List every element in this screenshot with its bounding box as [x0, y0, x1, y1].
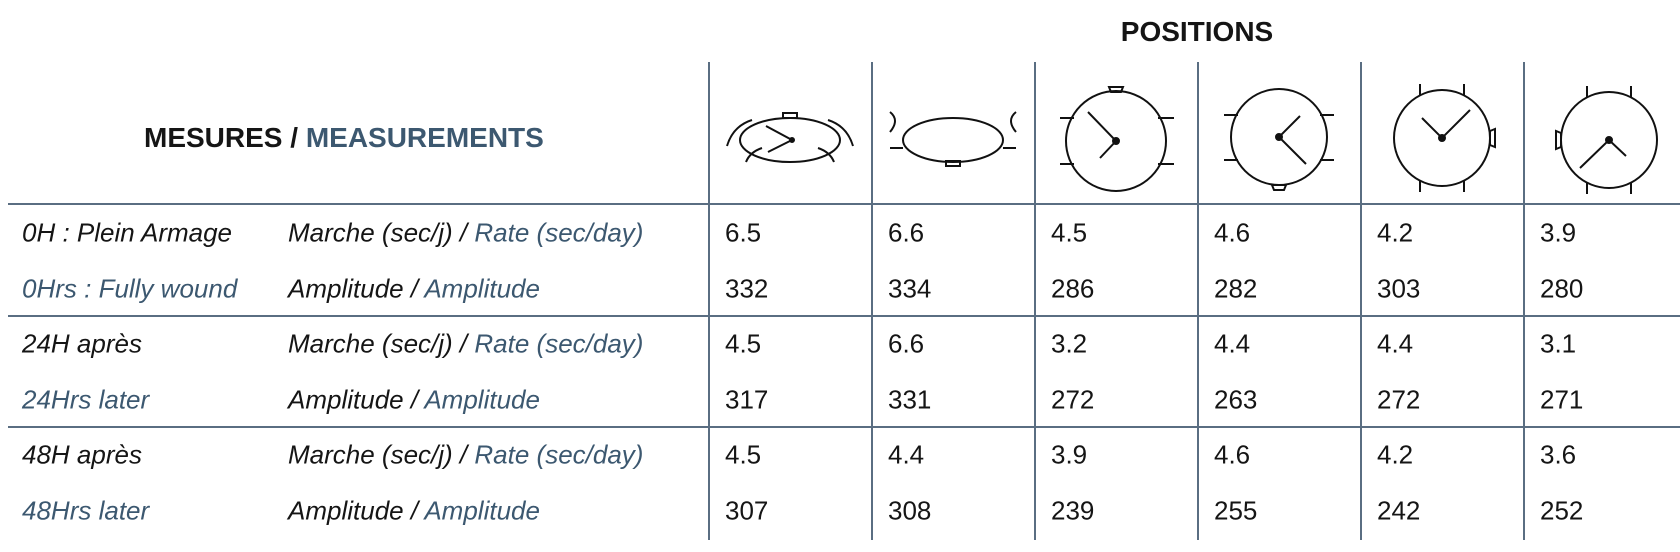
value: 4.6 — [1214, 217, 1251, 248]
group-label-en: 0Hrs : Fully wound — [22, 273, 238, 304]
value: 3.6 — [1540, 439, 1577, 470]
measure-en: Amplitude — [424, 273, 540, 304]
value: 6.6 — [888, 328, 925, 359]
measure-en: Amplitude — [424, 495, 540, 526]
title: POSITIONS — [1120, 16, 1274, 47]
value: 4.4 — [1377, 328, 1414, 359]
value: 4.2 — [1377, 439, 1414, 470]
group-label-fr: 48H après — [22, 439, 142, 470]
measure-en: Rate (sec/day) — [474, 439, 644, 470]
value: 303 — [1377, 273, 1421, 304]
group-label-en: 48Hrs later — [22, 495, 150, 526]
value: 4.5 — [725, 439, 762, 470]
value: 6.5 — [725, 217, 762, 248]
header-en: MEASUREMENTS — [305, 122, 544, 153]
value: 242 — [1377, 495, 1421, 526]
measure: Marche (sec/j) / Rate (sec/day) — [288, 440, 643, 471]
group-label-fr: 0H : Plein Armage — [22, 217, 233, 248]
value: 252 — [1540, 495, 1584, 526]
value: 4.4 — [1214, 328, 1251, 359]
measure: Amplitude / Amplitude — [288, 496, 540, 527]
value: 4.6 — [1214, 439, 1251, 470]
value: 272 — [1377, 384, 1421, 415]
value: 308 — [888, 495, 932, 526]
measure-fr: Amplitude / — [288, 495, 419, 526]
value: 282 — [1214, 273, 1258, 304]
value: 280 — [1540, 273, 1584, 304]
measure: Amplitude / Amplitude — [288, 385, 540, 416]
measure-en: Amplitude — [424, 384, 540, 415]
value: 317 — [725, 384, 769, 415]
group-label-fr: 24H après — [22, 328, 142, 359]
measure-en: Rate (sec/day) — [474, 217, 644, 248]
value: 239 — [1051, 495, 1095, 526]
value: 286 — [1051, 273, 1095, 304]
measure-fr: Amplitude / — [288, 273, 419, 304]
value: 263 — [1214, 384, 1258, 415]
value: 255 — [1214, 495, 1258, 526]
measure-fr: Amplitude / — [288, 384, 419, 415]
measure: Marche (sec/j) / Rate (sec/day) — [288, 218, 643, 249]
measure: Marche (sec/j) / Rate (sec/day) — [288, 329, 643, 360]
header-fr: MESURES / — [144, 122, 299, 153]
measure-fr: Marche (sec/j) / — [288, 217, 468, 248]
value: 4.5 — [1051, 217, 1088, 248]
measure-fr: Marche (sec/j) / — [288, 439, 468, 470]
value: 307 — [725, 495, 769, 526]
value: 3.9 — [1540, 217, 1577, 248]
value: 272 — [1051, 384, 1095, 415]
header: MESURES / MEASUREMENTS — [144, 122, 544, 154]
value: 4.2 — [1377, 217, 1414, 248]
value: 271 — [1540, 384, 1584, 415]
value: 4.4 — [888, 439, 925, 470]
value: 3.2 — [1051, 328, 1088, 359]
value: 6.6 — [888, 217, 925, 248]
group-label-en: 24Hrs later — [22, 384, 150, 415]
measure-fr: Marche (sec/j) / — [288, 328, 468, 359]
value: 332 — [725, 273, 769, 304]
value: 3.9 — [1051, 439, 1088, 470]
value: 4.5 — [725, 328, 762, 359]
value: 331 — [888, 384, 932, 415]
value: 3.1 — [1540, 328, 1577, 359]
measure: Amplitude / Amplitude — [288, 274, 540, 305]
measure-en: Rate (sec/day) — [474, 328, 644, 359]
value: 334 — [888, 273, 932, 304]
